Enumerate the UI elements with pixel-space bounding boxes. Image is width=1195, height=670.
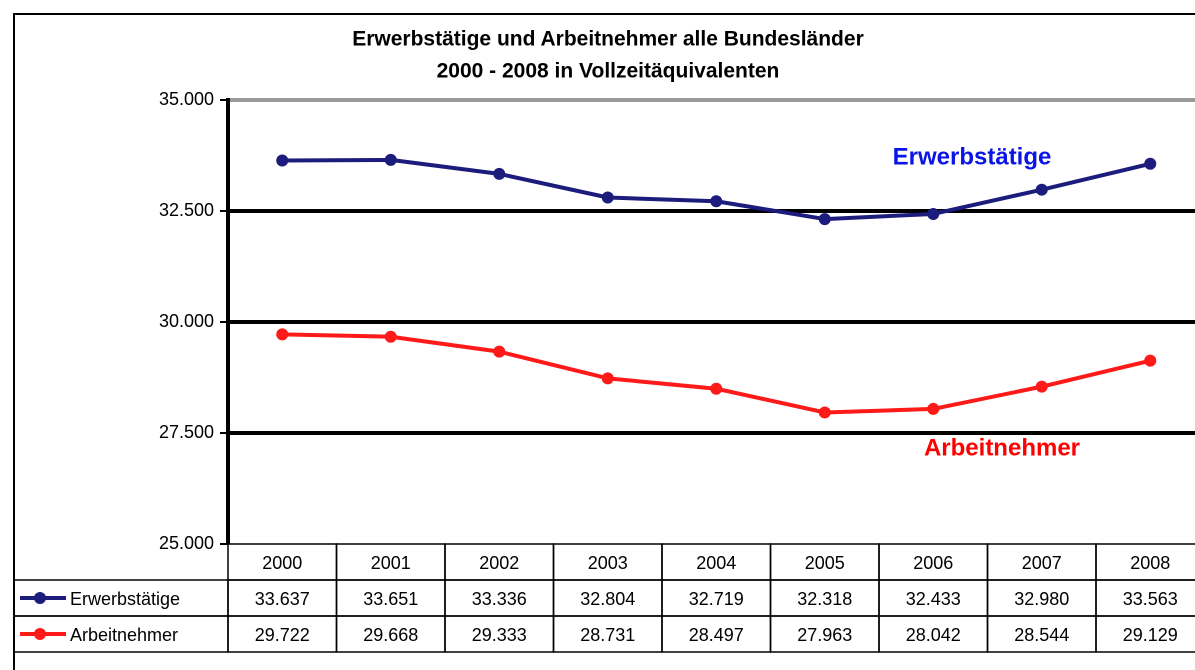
- data-point: [927, 402, 940, 415]
- chart-subtitle: 2000 - 2008 in Vollzeitäquivalenten: [437, 60, 780, 83]
- data-point: [493, 167, 506, 180]
- table-value: 28.497: [689, 625, 744, 645]
- x-tick-label: 2006: [913, 553, 953, 573]
- data-point: [818, 406, 831, 419]
- table-value: 29.722: [255, 625, 310, 645]
- x-tick-label: 2003: [588, 553, 628, 573]
- y-tick-label: 27.500: [159, 422, 214, 442]
- x-tick-label: 2002: [479, 553, 519, 573]
- series-line: [282, 332, 1151, 415]
- table-value: 33.336: [472, 589, 527, 609]
- series-label: Arbeitnehmer: [924, 434, 1080, 461]
- y-tick-label: 25.000: [159, 533, 214, 553]
- data-point: [818, 213, 831, 226]
- data-point: [601, 191, 614, 204]
- x-tick-label: 2004: [696, 553, 736, 573]
- table-value: 28.042: [906, 625, 961, 645]
- table-value: 29.333: [472, 625, 527, 645]
- data-point: [927, 207, 940, 220]
- x-tick-label: 2008: [1130, 553, 1170, 573]
- x-tick-label: 2000: [262, 553, 302, 573]
- table-cell: [13, 615, 229, 653]
- legend-marker: [34, 592, 46, 604]
- legend-label: Arbeitnehmer: [70, 625, 178, 645]
- table-value: 32.719: [689, 589, 744, 609]
- table-value: 33.563: [1123, 589, 1178, 609]
- data-point: [710, 382, 723, 395]
- y-tick-label: 32.500: [159, 200, 214, 220]
- table-value: 32.318: [797, 589, 852, 609]
- data-point: [1035, 183, 1048, 196]
- y-tick-label: 35.000: [159, 89, 214, 109]
- table-value: 32.804: [580, 589, 635, 609]
- table-cell: [1095, 615, 1195, 653]
- data-point: [384, 153, 397, 166]
- data-point: [601, 372, 614, 385]
- data-point: [384, 330, 397, 343]
- table-value: 28.731: [580, 625, 635, 645]
- data-point: [276, 328, 289, 341]
- y-tick-label: 30.000: [159, 311, 214, 331]
- table-value: 32.433: [906, 589, 961, 609]
- legend-label: Erwerbstätige: [70, 589, 180, 609]
- x-tick-label: 2005: [805, 553, 845, 573]
- table-value: 27.963: [797, 625, 852, 645]
- table-value: 33.651: [363, 589, 418, 609]
- table-value: 32.980: [1014, 589, 1069, 609]
- data-point: [276, 154, 289, 167]
- chart-title: Erwerbstätige und Arbeitnehmer alle Bund…: [352, 28, 864, 51]
- data-point: [1144, 157, 1157, 170]
- table-value: 29.129: [1123, 625, 1178, 645]
- data-point: [710, 195, 723, 208]
- table-value: 28.544: [1014, 625, 1069, 645]
- x-tick-label: 2001: [371, 553, 411, 573]
- data-point: [493, 345, 506, 358]
- chart-border: [13, 13, 1195, 670]
- series-label: Erwerbstätige: [893, 143, 1052, 170]
- table-value: 29.668: [363, 625, 418, 645]
- data-point: [1035, 380, 1048, 393]
- x-tick-label: 2007: [1022, 553, 1062, 573]
- legend-marker: [34, 628, 46, 640]
- table-value: 33.637: [255, 589, 310, 609]
- data-point: [1144, 354, 1157, 367]
